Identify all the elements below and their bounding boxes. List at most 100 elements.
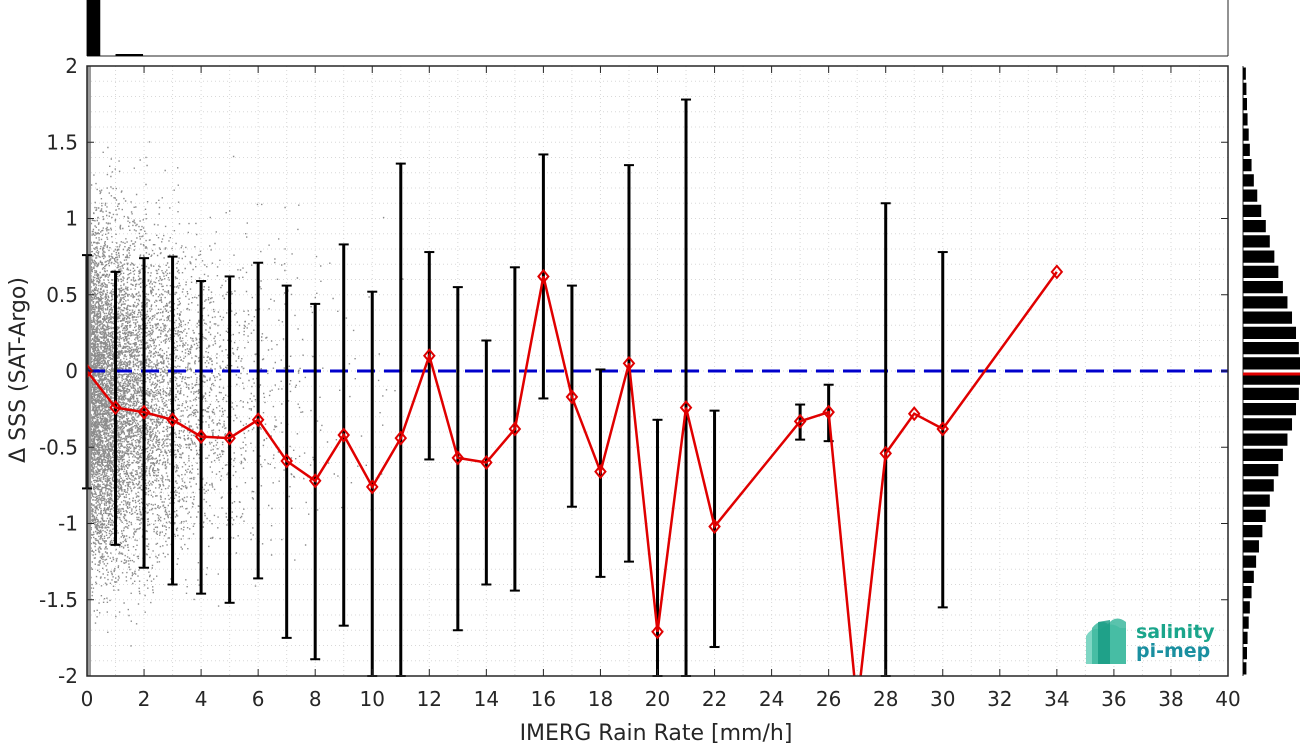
plot-frame	[86, 65, 1229, 677]
data-point	[365, 479, 379, 495]
right-hist-bar	[1243, 326, 1297, 339]
data-point	[166, 412, 179, 428]
x-axis-label: IMERG Rain Rate [mm/h]	[520, 721, 793, 745]
right-hist-bar	[1243, 509, 1266, 522]
top-histogram	[86, 0, 1229, 57]
data-point	[223, 430, 236, 446]
data-point	[251, 412, 265, 428]
data-point	[194, 429, 208, 445]
right-hist-bar	[1243, 342, 1299, 355]
right-hist-bar	[1243, 601, 1250, 614]
right-hist-bar	[1243, 113, 1248, 126]
y-tick-label: 0.5	[46, 283, 78, 307]
data-point	[622, 355, 636, 371]
right-hist-bar	[1243, 433, 1288, 446]
x-tick-label: 2	[138, 687, 151, 711]
right-hist-bar	[1243, 631, 1248, 644]
right-hist-bar	[1243, 82, 1247, 95]
right-hist-bar	[1243, 235, 1270, 248]
data-point	[793, 413, 807, 429]
data-point	[109, 400, 122, 416]
data-point	[651, 624, 664, 640]
x-tick-label: 28	[873, 687, 898, 711]
salinity-pi-mep-logo: salinity pi-mep	[1086, 618, 1215, 664]
right-hist-bar	[1243, 67, 1246, 80]
y-tick-label: -1.5	[39, 588, 78, 612]
data-point	[907, 406, 921, 422]
x-tick-label: 30	[930, 687, 955, 711]
data-point	[422, 348, 436, 364]
right-hist-bar	[1243, 311, 1293, 324]
x-tick-label: 34	[1044, 687, 1069, 711]
data-point	[879, 445, 893, 461]
right-hist-bar	[1243, 387, 1299, 400]
right-hist-bar	[1243, 464, 1279, 477]
y-tick-label: -1	[58, 512, 78, 536]
data-point	[394, 430, 408, 446]
right-hist-bar	[1243, 403, 1297, 416]
data-point	[480, 454, 493, 471]
data-point	[451, 450, 465, 466]
right-hist-bar	[1243, 372, 1300, 385]
x-tick-label: 10	[360, 687, 385, 711]
right-hist-bar	[1243, 647, 1247, 660]
data-point	[137, 404, 151, 420]
right-hist-bar	[1243, 586, 1252, 599]
y-tick-label: 1.5	[46, 130, 78, 154]
x-tick-label: 20	[645, 687, 670, 711]
mean-series	[87, 264, 1064, 713]
data-point	[822, 404, 835, 420]
right-hist-bar	[1243, 128, 1249, 141]
y-tick-label: 1	[65, 207, 78, 231]
x-tick-label: 24	[759, 687, 784, 711]
data-point	[537, 268, 550, 285]
data-point	[280, 453, 293, 469]
data-point	[508, 421, 522, 437]
x-tick-label: 18	[588, 687, 613, 711]
x-tick-label: 26	[816, 687, 841, 711]
y-axis-label: Δ SSS (SAT-Argo)	[6, 277, 31, 463]
data-point	[87, 363, 94, 379]
x-tick-label: 4	[195, 687, 208, 711]
right-hist-bar	[1243, 265, 1279, 278]
right-hist-bar	[1243, 418, 1293, 431]
data-point	[679, 400, 693, 416]
right-hist-bar	[1243, 204, 1262, 217]
right-hist-bar	[1243, 98, 1247, 111]
data-point	[565, 389, 579, 405]
right-hist-bar	[1243, 281, 1283, 294]
right-hist-bar	[1243, 159, 1252, 172]
wave-logo-icon	[1086, 618, 1126, 664]
right-hist-bar	[1243, 479, 1274, 492]
right-hist-bar	[1243, 448, 1283, 461]
data-point	[337, 427, 351, 443]
data-point	[852, 701, 862, 713]
x-tick-label: 32	[987, 687, 1012, 711]
right-hist-bar	[1243, 143, 1250, 156]
y-tick-label: -0.5	[39, 435, 78, 459]
y-tick-labels: 2 1.5 1 0.5 0 -0.5 -1 -1.5 -2	[39, 54, 78, 688]
data-point	[308, 473, 322, 489]
top-hist-bar	[115, 54, 144, 56]
x-tick-label: 38	[1158, 687, 1183, 711]
logo-line2: pi-mep	[1136, 640, 1210, 662]
right-hist-bar	[1243, 525, 1263, 538]
y-tick-label: 0	[65, 359, 78, 383]
x-tick-labels: 0 2 4 6 8 10 12 14 16 18 20 22 24 26 28 30 32 34 36 38 40	[81, 687, 1241, 711]
data-point	[1050, 264, 1064, 280]
right-hist-bar	[1243, 189, 1258, 202]
right-hist-bar	[1243, 662, 1247, 675]
right-hist-bar	[1243, 250, 1275, 263]
data-point	[936, 421, 950, 437]
logo-line1: salinity	[1136, 621, 1215, 643]
x-tick-label: 8	[309, 687, 322, 711]
top-hist-bar	[87, 0, 101, 56]
x-tick-label: 12	[417, 687, 442, 711]
right-hist-bar	[1243, 570, 1254, 583]
x-tick-label: 22	[702, 687, 727, 711]
y-tick-label: 2	[65, 54, 78, 78]
right-hist-bar	[1243, 174, 1254, 187]
data-point	[708, 518, 721, 535]
right-hist-bar	[1243, 357, 1300, 370]
